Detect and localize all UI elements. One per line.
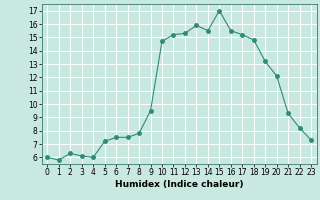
X-axis label: Humidex (Indice chaleur): Humidex (Indice chaleur) xyxy=(115,180,244,189)
